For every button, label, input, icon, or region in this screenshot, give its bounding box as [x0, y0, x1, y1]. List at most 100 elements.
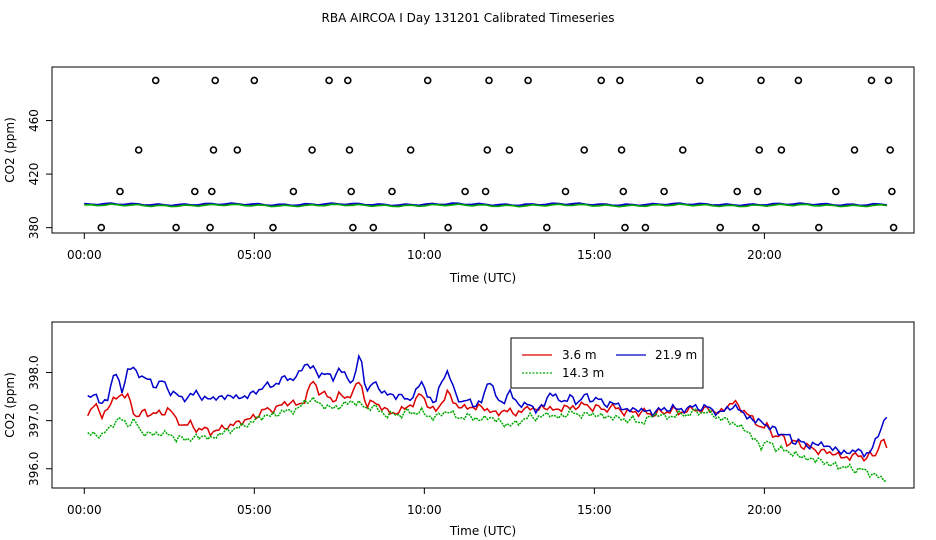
calibration-point-28: [483, 146, 492, 154]
calibration-point-31: [524, 76, 532, 85]
calibration-points: [97, 76, 898, 232]
calibration-x-axis: 00:00 05:00 10:00 15:00 20:00: [67, 232, 782, 262]
calibration-point-10: [233, 146, 242, 154]
x-tick-label-00-00: 00:00: [67, 248, 102, 262]
line-14-3-m: [84, 203, 887, 208]
line-3-6-m: [87, 380, 888, 462]
calibration-point-34: [580, 146, 589, 154]
x-tick-label-20-00: 20:00: [747, 503, 782, 517]
legend-label-14-3m: 14.3 m: [562, 366, 604, 380]
y-tick-label-398-0: 398.0: [27, 355, 41, 389]
calibration-point-59: [889, 223, 898, 232]
legend: 3.6 m 21.9 m 14.3 m: [510, 337, 704, 389]
calibration-point-22: [406, 146, 415, 154]
calibration-point-46: [752, 223, 760, 232]
calibration-point-38: [619, 187, 628, 196]
legend-label-21-9m: 21.9 m: [655, 348, 697, 362]
x-tick-label-05-00: 05:00: [237, 248, 272, 262]
calibration-point-23: [423, 76, 432, 85]
calibration-point-4: [172, 223, 180, 232]
co2-y-label: CO2 (ppm): [3, 372, 17, 438]
x-tick-label-10-00: 10:00: [407, 503, 442, 517]
line-14-3-m: [87, 395, 887, 483]
calibration-point-2: [134, 146, 143, 154]
calibration-point-26: [480, 223, 488, 232]
x-tick-label-20-00: 20:00: [747, 248, 782, 262]
calibration-point-42: [678, 146, 687, 154]
calibration-point-47: [753, 187, 762, 196]
x-tick-label-15-00: 15:00: [577, 248, 612, 262]
calibration-point-9: [211, 76, 219, 85]
y-tick-label-397-0: 397.0: [27, 403, 41, 437]
calibration-point-30: [505, 146, 514, 154]
calibration-point-54: [850, 146, 859, 154]
calibration-point-13: [289, 187, 298, 196]
x-tick-label-05-00: 05:00: [237, 503, 272, 517]
co2-x-label: Time (UTC): [449, 524, 516, 538]
legend-label-3-6m: 3.6 m: [562, 348, 597, 362]
chart-title: RBA AIRCOA I Day 131201 Calibrated Times…: [322, 11, 615, 25]
calibration-point-45: [733, 187, 742, 196]
calibration-point-17: [345, 146, 354, 154]
calibration-point-20: [369, 223, 378, 232]
calibration-point-12: [269, 223, 277, 232]
calibration-x-label: Time (UTC): [449, 271, 516, 285]
calibration-point-44: [716, 223, 725, 232]
calibration-y-label: CO2 (ppm): [3, 117, 17, 183]
x-tick-label-10-00: 10:00: [407, 248, 442, 262]
calibration-point-32: [542, 223, 551, 232]
calibration-point-50: [777, 146, 786, 154]
calibration-point-0: [97, 223, 106, 232]
calibration-point-6: [206, 223, 214, 232]
calibration-point-11: [250, 76, 259, 85]
calibration-point-43: [695, 76, 704, 85]
y-tick-label-396-0: 396.0: [27, 452, 41, 486]
y-tick-label-420: 420: [27, 163, 41, 186]
co2-series-lines: [87, 353, 888, 483]
calibration-point-18: [347, 187, 356, 196]
y-tick-label-380: 380: [27, 216, 41, 239]
calibration-point-19: [349, 223, 357, 232]
calibration-point-1: [116, 187, 124, 196]
calibration-point-39: [621, 223, 629, 232]
calibration-point-41: [660, 187, 668, 196]
x-tick-label-00-00: 00:00: [67, 503, 102, 517]
calibration-point-48: [755, 146, 764, 154]
co2-timeseries-panel: 00:00 05:00 10:00 15:00 20:00 396.0 397.0 398.…: [3, 321, 915, 538]
calibration-point-24: [444, 223, 452, 232]
calibration-point-16: [343, 76, 352, 85]
calibration-point-25: [461, 187, 469, 196]
legend-box: [510, 337, 704, 389]
calibration-point-35: [597, 76, 606, 85]
calibration-point-53: [831, 187, 840, 196]
calibration-point-51: [794, 76, 803, 85]
calibration-point-36: [616, 76, 624, 85]
calibration-point-57: [886, 146, 895, 154]
co2-plot-frame: [51, 321, 915, 489]
calibration-point-49: [757, 76, 765, 85]
y-tick-label-460: 460: [27, 109, 41, 132]
calibration-point-14: [308, 146, 316, 154]
line-21-9-m: [87, 353, 888, 459]
calibration-point-27: [481, 187, 490, 196]
calibration-point-8: [209, 146, 218, 154]
calibration-point-7: [208, 187, 216, 196]
x-tick-label-15-00: 15:00: [577, 503, 612, 517]
calibration-panel: 00:00 05:00 10:00 15:00 20:00 380 420 460 Time…: [3, 66, 915, 285]
calibration-point-55: [867, 76, 876, 85]
calibration-point-15: [325, 76, 333, 85]
calibration-y-axis: 380 420 460: [27, 109, 53, 239]
calibration-point-29: [485, 76, 493, 85]
calibration-point-56: [884, 76, 893, 85]
calibration-point-58: [888, 187, 896, 196]
calibration-point-52: [814, 223, 823, 232]
co2-x-axis: 00:00 05:00 10:00 15:00 20:00: [67, 487, 782, 517]
calibration-point-37: [617, 146, 626, 154]
calibration-point-5: [191, 187, 199, 196]
calibration-point-21: [388, 187, 396, 196]
calibration-series-lines: [84, 202, 887, 208]
co2-y-axis: 396.0 397.0 398.0: [27, 355, 53, 486]
calibration-point-33: [561, 187, 570, 196]
calibration-point-3: [151, 76, 160, 85]
